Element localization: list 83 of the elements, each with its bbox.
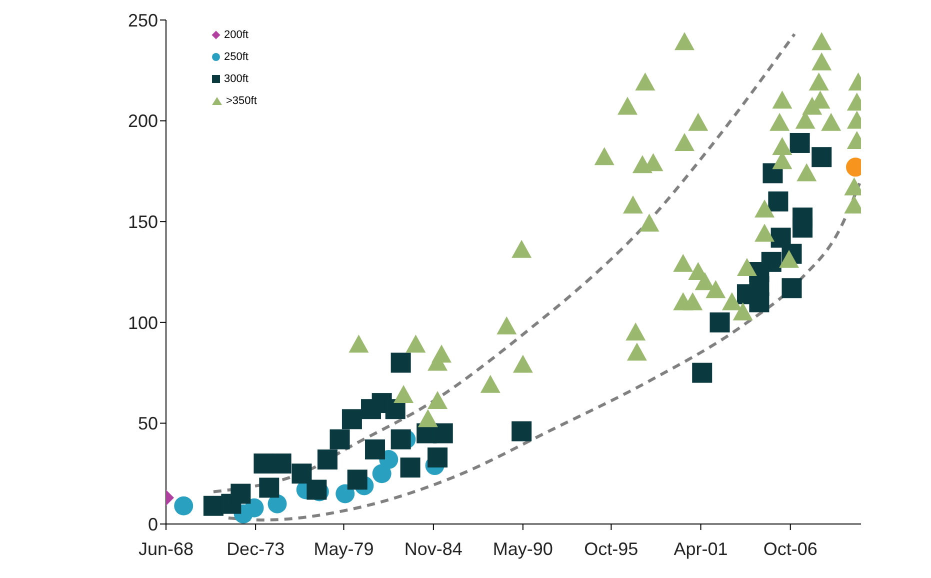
point — [372, 464, 392, 484]
x-tick-label: Nov-84 — [404, 538, 462, 559]
point — [770, 112, 790, 131]
point — [406, 334, 426, 353]
x-tick-label: Apr-01 — [674, 538, 728, 559]
point — [594, 147, 614, 166]
y-tick-label: 150 — [128, 212, 158, 232]
point — [626, 342, 647, 361]
point — [330, 429, 350, 450]
point — [512, 240, 532, 258]
point — [802, 96, 822, 115]
point — [792, 218, 813, 238]
point — [673, 254, 694, 272]
point — [365, 439, 386, 460]
point — [692, 362, 712, 383]
point — [782, 278, 802, 298]
point — [706, 280, 726, 298]
x-tick-label: May-90 — [492, 538, 553, 559]
point — [796, 163, 817, 182]
point — [480, 374, 500, 393]
y-tick-label: 250 — [128, 10, 158, 30]
point — [400, 458, 420, 478]
x-tick-label: Jun-68 — [138, 538, 194, 559]
point — [512, 421, 532, 442]
point — [512, 354, 533, 373]
point — [254, 454, 274, 474]
point — [754, 224, 775, 242]
point — [821, 112, 842, 131]
point — [268, 494, 287, 514]
x-tick-label: Oct-06 — [763, 538, 818, 559]
y-tick-label: 50 — [138, 414, 158, 434]
point — [812, 147, 832, 168]
point — [754, 200, 775, 218]
x-tick-label: Dec-73 — [226, 538, 285, 559]
point — [348, 334, 369, 353]
point — [496, 316, 517, 334]
point — [342, 409, 362, 430]
y-tick-label: 0 — [148, 514, 158, 534]
point — [394, 384, 414, 403]
point — [428, 447, 448, 468]
x-tick-label: May-79 — [314, 538, 374, 559]
y-tick-label: 100 — [128, 312, 158, 333]
point — [390, 352, 411, 373]
point — [772, 137, 792, 156]
point — [347, 470, 368, 490]
point — [259, 478, 280, 498]
point — [639, 214, 660, 232]
point — [732, 302, 753, 320]
point — [230, 484, 251, 504]
point — [674, 32, 694, 50]
point — [418, 409, 438, 428]
point — [174, 496, 194, 516]
point — [428, 391, 448, 410]
point — [336, 484, 355, 504]
point — [710, 312, 730, 332]
point — [812, 52, 832, 70]
x-tick-label: Oct-95 — [584, 538, 638, 559]
point — [244, 498, 264, 518]
legend-label: 250ft — [224, 51, 248, 63]
point — [390, 429, 411, 450]
point — [674, 132, 694, 151]
point — [812, 32, 832, 50]
point — [271, 454, 292, 474]
point — [779, 250, 800, 268]
point — [622, 195, 643, 214]
point — [772, 90, 792, 109]
point — [808, 72, 829, 90]
point — [682, 292, 703, 310]
point — [736, 258, 757, 276]
y-tick-label: 200 — [128, 111, 158, 132]
point — [635, 72, 656, 90]
point — [688, 112, 708, 131]
point — [626, 322, 646, 340]
legend-label: >350ft — [226, 95, 257, 107]
point — [317, 449, 338, 470]
legend-label: 300ft — [224, 73, 248, 85]
point — [768, 191, 788, 212]
point — [722, 292, 742, 310]
point — [790, 132, 810, 153]
point — [618, 96, 638, 115]
point — [292, 464, 312, 484]
legend-label: 200ft — [224, 29, 248, 41]
point — [432, 423, 453, 444]
